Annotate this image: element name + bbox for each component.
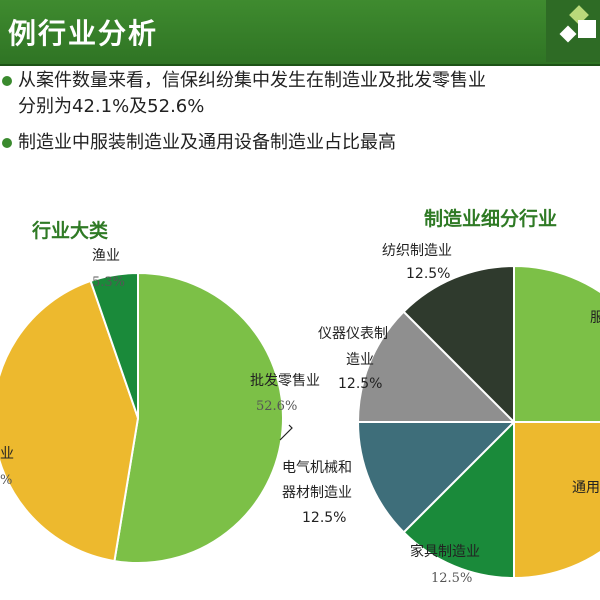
slice-label: 家具制造业: [410, 543, 480, 560]
pie-chart-industry: [0, 271, 284, 564]
logo-icon: [546, 0, 600, 62]
slice-furniture: [402, 419, 515, 580]
slice-label: 造业: [346, 352, 374, 368]
bullet-dot-icon: [2, 76, 12, 86]
slice-label: 仪器仪表制: [318, 326, 388, 342]
pie-chart-manufacturing: [356, 264, 600, 580]
bullet-text: 制造业中服装制造业及通用设备制造业占比最高: [18, 132, 396, 153]
slice-apparel: [513, 264, 600, 423]
slice-label: 通用: [572, 480, 600, 496]
slice-general-equipment: [513, 421, 600, 580]
slice-label: 器材制造业: [282, 485, 352, 501]
leader-line: [279, 424, 293, 441]
bullet-text: 从案件数量来看，信保纠纷集中发生在制造业及批发零售业: [18, 70, 486, 91]
slice-percent: 12.5%: [338, 376, 382, 392]
slice-percent: 5.3%: [92, 275, 125, 290]
slice-percent: 12.5%: [406, 266, 450, 282]
slice-electrical: [356, 421, 517, 534]
slice-label: 电气机械和: [282, 460, 352, 476]
slice-percent: 12.5%: [431, 571, 472, 586]
slice-instruments: [356, 310, 517, 423]
slice-label: 纺织制造业: [382, 243, 452, 259]
left-chart-title: 行业大类: [32, 220, 109, 242]
slice-wholesale-retail: [113, 271, 284, 564]
header-bar: 例行业分析: [0, 0, 600, 66]
slice-percent: %: [0, 473, 12, 488]
slice-manufacturing: [0, 279, 140, 563]
bullet-dot-icon: [2, 138, 12, 148]
slice-percent: 52.6%: [256, 399, 297, 414]
slice-label: 业: [0, 446, 14, 462]
slice-textile: [402, 264, 515, 425]
slice-label: 渔业: [92, 248, 120, 264]
slice-label: 服: [590, 310, 600, 326]
slice-fishery: [89, 271, 139, 419]
right-chart-title: 制造业细分行业: [424, 208, 558, 230]
slice-percent: 12.5%: [302, 510, 346, 526]
bullet-text: 分别为42.1%及52.6%: [18, 96, 205, 117]
slice-label: 批发零售业: [250, 373, 320, 389]
page-title: 例行业分析: [8, 17, 159, 50]
